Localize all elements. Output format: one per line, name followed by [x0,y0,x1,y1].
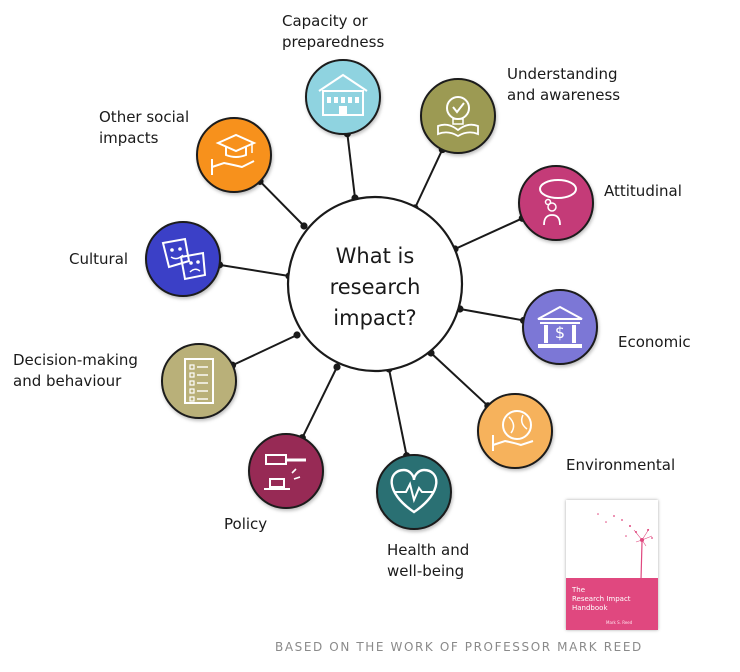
connector-capacity [346,133,356,199]
connector-economic [459,308,524,322]
node-cultural [145,221,221,297]
label-cultural: Cultural [69,250,129,268]
connector-environmental [430,352,489,407]
node-circle-policy [248,433,324,509]
connector-understanding [414,149,444,209]
connector-dot-decision [293,331,301,339]
book-title: The Research Impact Handbook [572,586,631,612]
book-cover-band [566,578,658,630]
label-social: Other social impacts [99,108,190,147]
globe-hand-icon [492,410,534,451]
node-circle-attitudinal [518,165,594,241]
node-social [196,117,272,193]
node-circle-environmental [477,393,553,469]
dandelion-icon [597,513,653,581]
node-policy [248,433,324,509]
svg-text:$: $ [555,323,565,342]
connector-attitudinal [454,217,523,250]
checklist-icon [184,358,214,404]
label-understanding: Understanding and awareness [507,65,621,104]
connector-dot-social [300,222,308,230]
label-health: Health and well-being [387,541,470,580]
label-environmental: Environmental [566,456,676,474]
node-circle-cultural [145,221,221,297]
graduation-cap-hand-icon [211,133,257,175]
attribution-footer: BASED ON THE WORK OF PROFESSOR MARK REED [275,640,643,654]
book-author: Mark S. Reed [606,620,633,625]
node-circle-decision [161,343,237,419]
theatre-masks-icon [161,237,207,281]
node-understanding [420,78,496,154]
node-capacity [305,59,381,135]
thought-bubble-person-icon [539,179,577,226]
label-economic: Economic [618,333,691,351]
gavel-icon [264,454,306,490]
node-circle-social [196,117,272,193]
label-decision: Decision-making and behaviour [13,351,138,390]
node-environmental [477,393,553,469]
connector-decision [232,334,298,367]
center-circle [286,195,464,373]
book-cover: The Research Impact Handbook Mark S. Ree… [566,500,658,630]
label-attitudinal: Attitudinal [604,182,682,200]
connector-dot-policy [333,363,341,371]
lightbulb-book-icon [437,96,479,138]
building-icon [318,73,368,116]
bank-dollar-icon: $ [537,305,583,348]
node-health [376,454,452,530]
node-economic: $ [522,289,598,365]
center-title: What is research impact? [329,244,421,330]
node-circle-health [376,454,452,530]
node-decision [161,343,237,419]
connector-health [388,368,408,456]
connector-cultural [219,263,290,277]
label-capacity: Capacity or preparedness [282,12,385,51]
heart-pulse-icon [390,468,438,514]
node-attitudinal [518,165,594,241]
label-policy: Policy [224,515,268,533]
node-circle-understanding [420,78,496,154]
connector-social [259,180,305,227]
connector-policy [301,366,338,439]
